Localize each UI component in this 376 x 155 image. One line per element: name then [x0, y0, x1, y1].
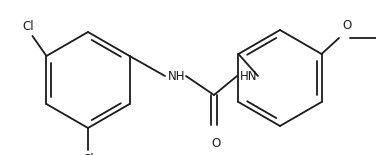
Text: Cl: Cl: [23, 20, 34, 33]
Text: NH: NH: [168, 69, 185, 82]
Text: O: O: [211, 137, 221, 150]
Text: O: O: [343, 19, 352, 32]
Text: HN: HN: [240, 69, 258, 82]
Text: Cl: Cl: [82, 153, 94, 155]
